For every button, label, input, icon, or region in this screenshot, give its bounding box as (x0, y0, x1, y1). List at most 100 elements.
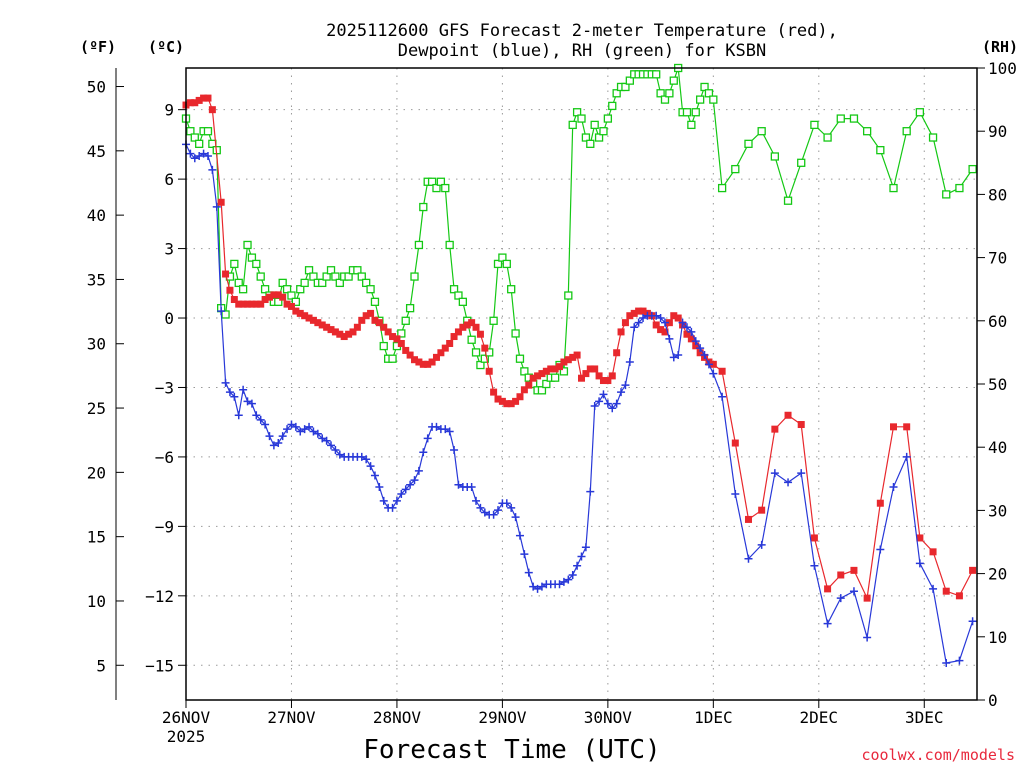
dewpoint-point (450, 445, 459, 454)
rh-point (449, 285, 459, 294)
dewpoint-point (630, 323, 639, 332)
dewpoint-point (489, 510, 498, 519)
temperature-point (617, 328, 625, 336)
rh-point (942, 190, 951, 199)
temperature-point (485, 367, 493, 375)
temperature-point (358, 316, 366, 324)
rh-point (862, 127, 872, 136)
rh-point (717, 183, 727, 193)
celsius-tick-label: −3 (155, 378, 174, 397)
temperature-point (472, 323, 480, 331)
temperature-point (569, 353, 577, 361)
dewpoint-point (929, 584, 938, 593)
dewpoint-point (524, 568, 533, 577)
temperature-point (230, 296, 238, 304)
temperature-point (428, 358, 436, 366)
dewpoint-point (274, 439, 283, 448)
celsius-tick-label: 6 (164, 170, 174, 189)
temperature-point (327, 326, 335, 334)
dewpoint-point (441, 425, 450, 434)
temperature-point (389, 333, 397, 341)
temperature-point (450, 333, 458, 341)
temperature-point (208, 106, 216, 114)
dewpoint-point (849, 587, 858, 596)
dewpoint-point (269, 441, 278, 450)
temperature-point (595, 372, 603, 380)
temperature-point (367, 309, 375, 317)
celsius-tick-label: −6 (155, 448, 174, 467)
dewpoint-point (889, 483, 898, 492)
rh-tick-label: 100 (988, 59, 1017, 78)
rh-tick-label: 40 (988, 438, 1007, 457)
rh-point (691, 108, 700, 117)
dewpoint-point (445, 427, 454, 436)
dewpoint-point (243, 397, 252, 406)
dewpoint-point (770, 469, 779, 478)
temperature-point (331, 328, 339, 336)
dewpoint-point (915, 559, 924, 568)
dewpoint-point (639, 314, 648, 323)
dewpoint-point (397, 489, 406, 498)
series-layer (181, 63, 977, 667)
dewpoint-point (581, 543, 590, 552)
temperature-point (626, 312, 634, 320)
temperature-point (520, 386, 528, 394)
dewpoint-point (234, 411, 243, 420)
temperature-point (731, 439, 739, 447)
fahrenheit-tick-label: 15 (87, 528, 106, 547)
rh-tick-label: 0 (988, 691, 998, 710)
temperature-point (942, 587, 950, 595)
rh-point (876, 146, 885, 155)
temperature-point (424, 360, 432, 368)
dewpoint-point (691, 337, 700, 346)
temperature-point (512, 397, 520, 405)
x-tick-label: 26NOV (162, 708, 211, 727)
dewpoint-point (700, 351, 709, 360)
rh-point (823, 133, 832, 142)
dewpoint-point (195, 151, 204, 160)
rh-point (849, 114, 859, 123)
dewpoint-point (472, 496, 481, 505)
dewpoint-point (718, 392, 727, 401)
temperature-point (599, 377, 607, 385)
dewpoint-point (784, 478, 793, 487)
temperature-point (604, 377, 612, 385)
dewpoint-point (586, 487, 595, 496)
dewpoint-point (406, 480, 415, 489)
dewpoint-point (401, 485, 410, 494)
temperature-point (217, 198, 225, 206)
temperature-point (270, 291, 278, 299)
dewpoint-point (300, 425, 309, 434)
temperature-point (305, 314, 313, 322)
rh-point (300, 278, 309, 288)
dewpoint-point (221, 378, 230, 387)
temperature-point (349, 328, 357, 336)
temperature-point (784, 411, 792, 419)
celsius-tick-label: 9 (164, 101, 174, 120)
rh-tick-label: 90 (988, 122, 1007, 141)
dewpoint-point (590, 401, 599, 410)
temperature-point (252, 300, 260, 308)
x-tick-year: 2025 (167, 727, 206, 746)
rh-tick-label: 10 (988, 628, 1007, 647)
dewpoint-point (419, 448, 428, 457)
dewpoint-point (287, 420, 296, 429)
dewpoint-point (208, 165, 217, 174)
rh-point (669, 76, 678, 85)
temperature-point (573, 351, 581, 359)
temperature-point (503, 400, 511, 408)
rh-point (502, 259, 511, 269)
temperature-point (468, 319, 476, 327)
rh-point (542, 379, 551, 389)
rh-point (190, 133, 199, 142)
rh-point (278, 278, 287, 288)
dewpoint-point (810, 561, 819, 570)
temperature-point (635, 307, 643, 315)
rh-point (326, 266, 336, 275)
fahrenheit-tick-label: 50 (87, 78, 106, 97)
rh-point (603, 114, 613, 123)
rh-point (432, 183, 441, 193)
temperature-point (670, 312, 678, 320)
temperature-point (397, 339, 405, 347)
